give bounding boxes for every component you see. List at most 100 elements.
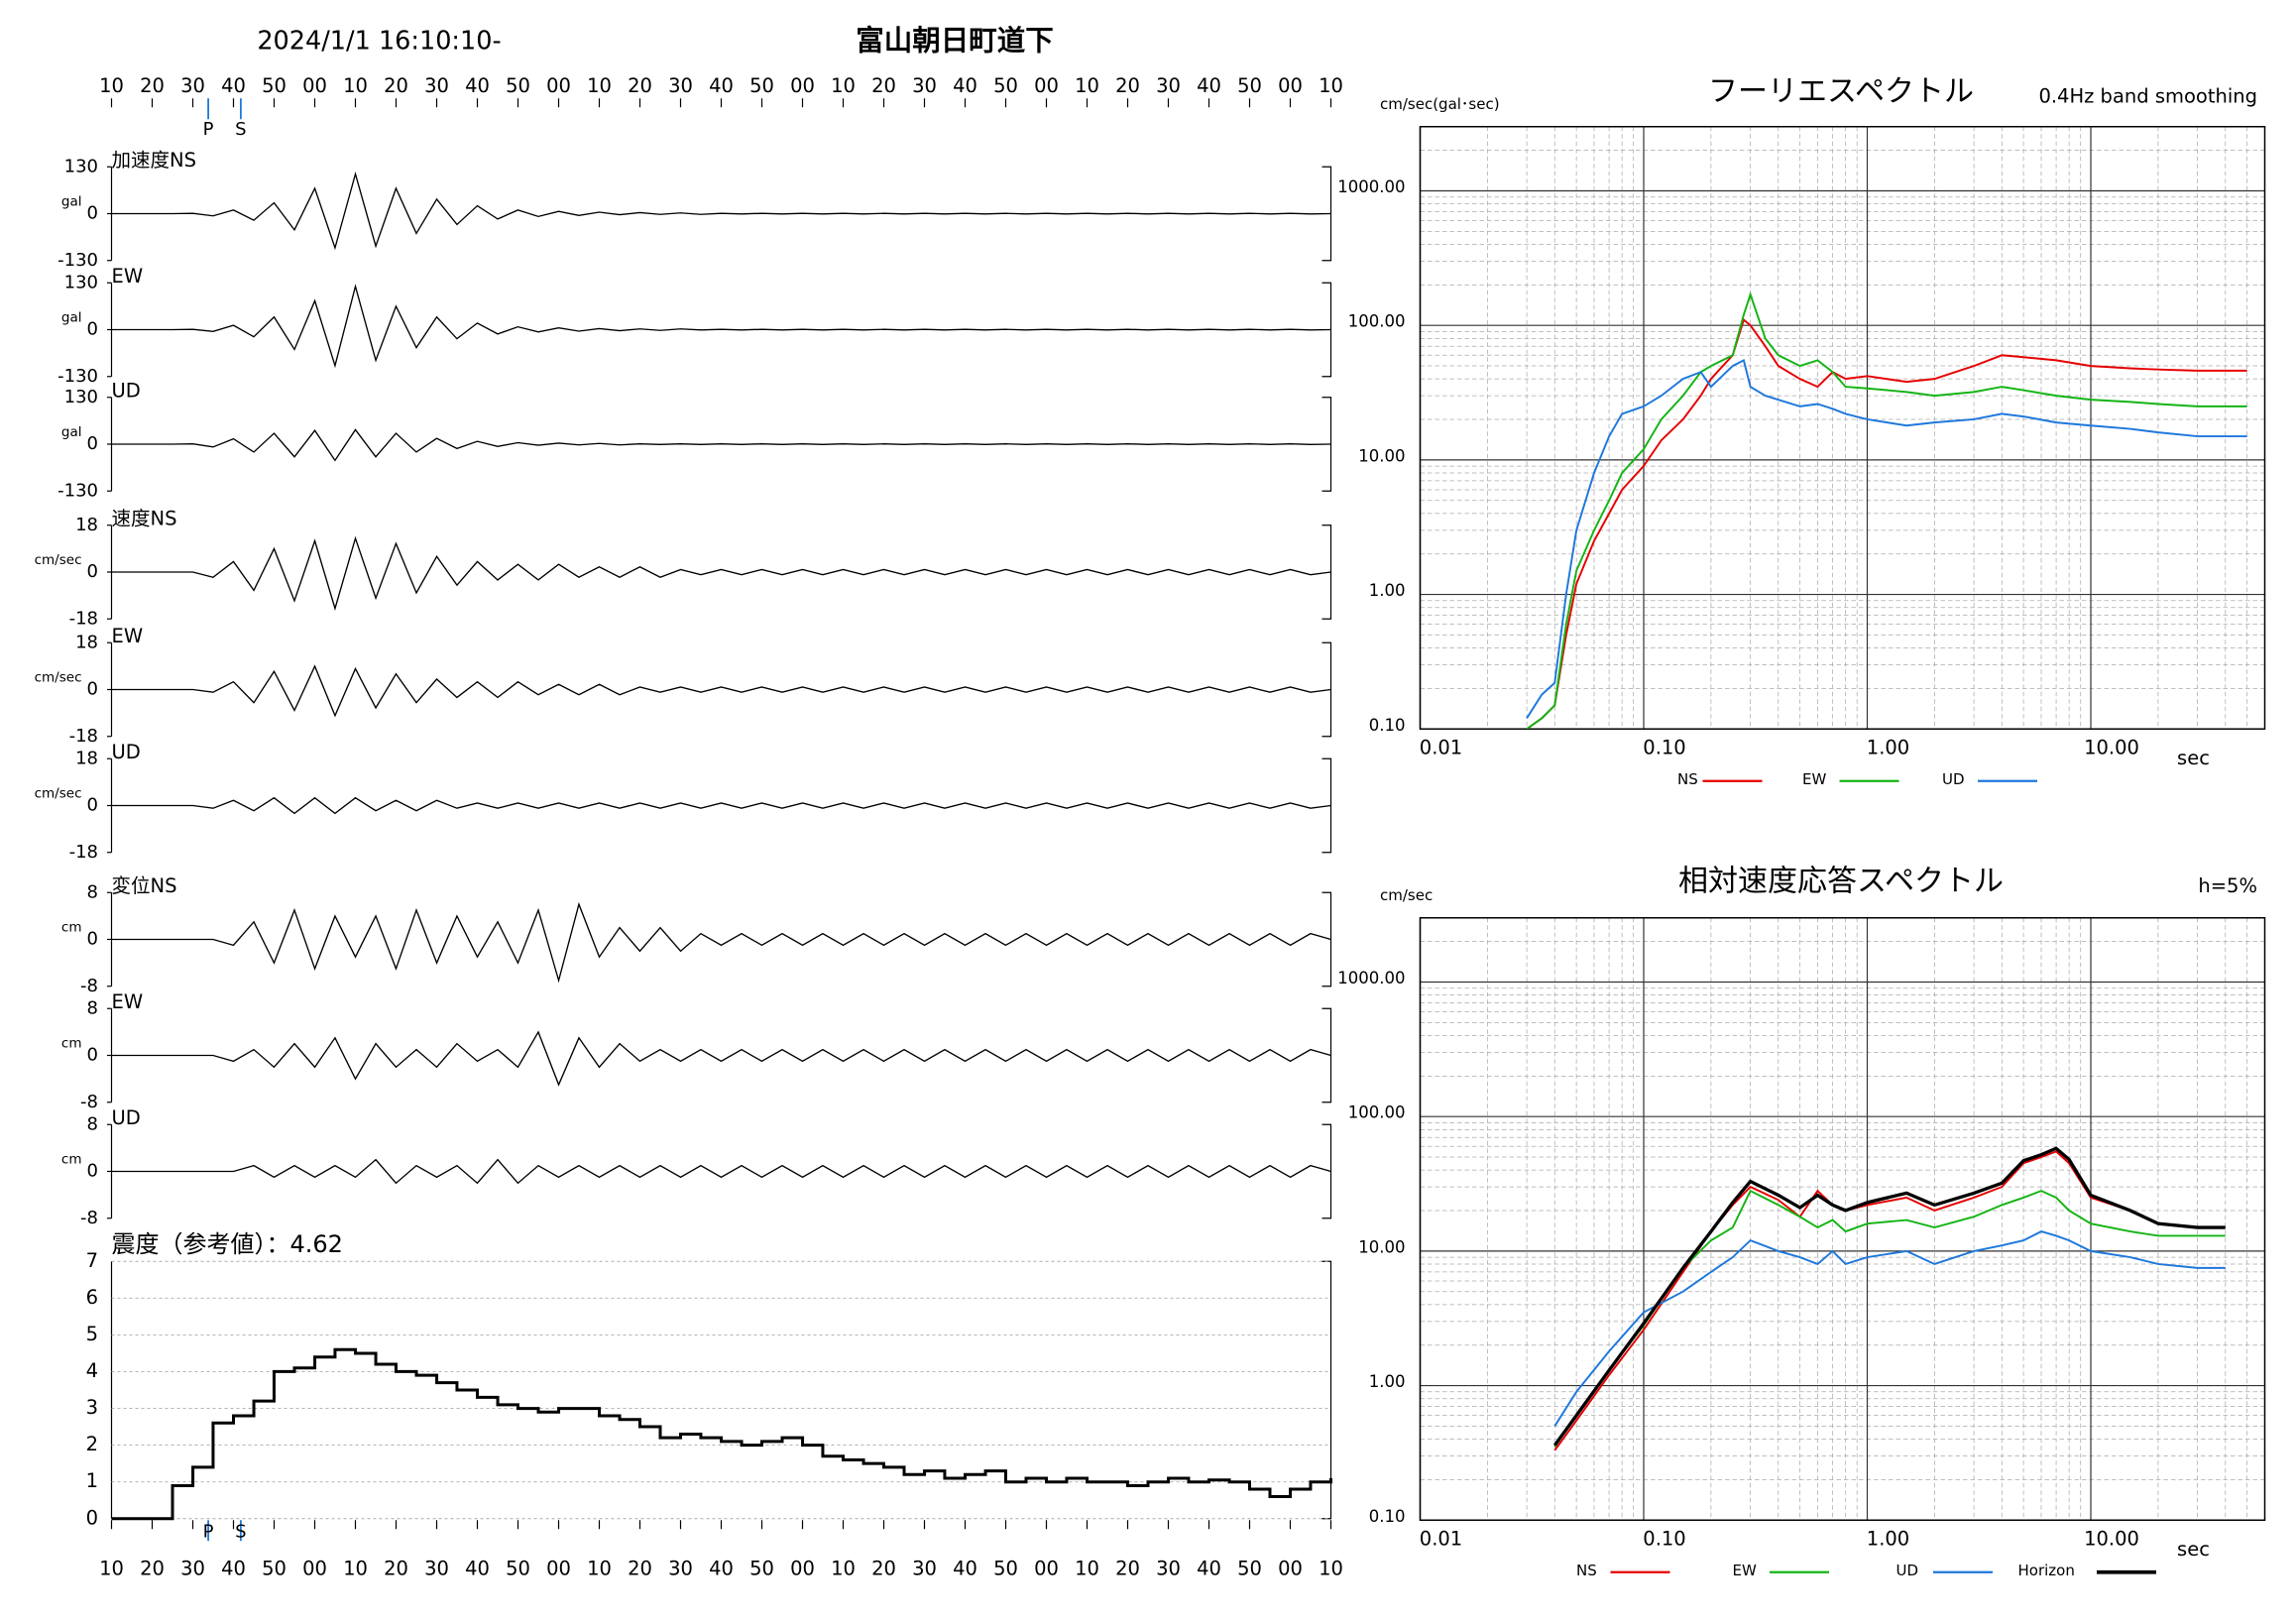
legend-label: Horizon (2018, 1562, 2075, 1579)
time-tick-label: 50 (749, 1557, 774, 1579)
y-tick-label: 8 (87, 881, 98, 902)
panel-unit: cm (61, 1152, 82, 1168)
time-tick-label: 30 (668, 74, 693, 97)
y-tick-label: 0 (87, 433, 98, 454)
time-tick-label: 10 (343, 1557, 368, 1579)
time-tick-label: 40 (953, 74, 977, 97)
spectrum-subtitle: 0.4Hz band smoothing (2038, 84, 2257, 107)
y-tick-label: 0 (87, 679, 98, 700)
time-tick-label: 40 (221, 74, 246, 97)
time-tick-label: 40 (709, 74, 734, 97)
time-tick-label: 40 (953, 1557, 977, 1579)
y-tick-label: -130 (57, 480, 98, 501)
spectrum-line (1526, 290, 2247, 730)
y-tick-label: 8 (87, 1113, 98, 1134)
time-tick-label: 10 (831, 1557, 856, 1579)
time-tick-label: 20 (384, 74, 408, 97)
y-tick-label: -8 (80, 1208, 98, 1228)
time-tick-label: 20 (871, 74, 896, 97)
y-tick-label: 18 (75, 515, 98, 535)
time-tick-label: 40 (709, 1557, 734, 1579)
time-tick-label: 40 (1197, 74, 1221, 97)
time-tick-label: 40 (465, 1557, 490, 1579)
time-tick-label: 20 (1115, 74, 1140, 97)
time-tick-label: 10 (1075, 74, 1099, 97)
time-tick-label: 30 (912, 74, 937, 97)
time-tick-label: 50 (1237, 74, 1262, 97)
panel-unit: cm (61, 920, 82, 936)
time-tick-label: 40 (465, 74, 490, 97)
phase-label: P (203, 119, 214, 140)
spectrum-subtitle: h=5% (2198, 874, 2257, 897)
y-tick-label: 0 (87, 203, 98, 224)
x-axis-label: sec (2177, 1538, 2210, 1561)
datetime: 2024/1/1 16:10:10- (257, 26, 501, 56)
y-tick-label: 3 (86, 1396, 98, 1419)
legend-label: UD (1942, 770, 1965, 788)
waveform (111, 284, 1331, 369)
time-tick-label: 30 (424, 1557, 449, 1579)
panel-label: 速度NS (112, 507, 177, 529)
phase-label: S (235, 119, 246, 140)
y-tick-label: 1 (86, 1469, 98, 1492)
y-tick-label: 2 (86, 1433, 98, 1455)
waveform (111, 1030, 1331, 1087)
x-tick-label: 1.00 (1867, 1527, 1909, 1550)
spectrum-line (1552, 1146, 2226, 1447)
time-tick-label: 10 (1075, 1557, 1099, 1579)
y-tick-label: -130 (57, 366, 98, 387)
time-tick-label: 50 (993, 1557, 1018, 1579)
time-tick-label: 00 (546, 74, 571, 97)
waveform (111, 796, 1331, 815)
y-tick-label: 130 (64, 156, 98, 176)
y-tick-label: 0 (87, 1045, 98, 1066)
time-tick-label: 00 (1034, 74, 1059, 97)
time-tick-label: 50 (506, 1557, 530, 1579)
time-tick-label: 10 (1319, 1557, 1343, 1579)
time-tick-label: 30 (912, 1557, 937, 1579)
time-tick-label: 00 (1034, 1557, 1059, 1579)
time-tick-label: 50 (506, 74, 530, 97)
time-tick-label: 00 (302, 74, 327, 97)
y-tick-label: 0 (87, 561, 98, 582)
y-tick-label: 18 (75, 748, 98, 768)
time-tick-label: 00 (546, 1557, 571, 1579)
y-tick-label: 10.00 (1358, 446, 1405, 465)
y-tick-label: -8 (80, 1092, 98, 1112)
y-axis-label: cm/sec(gal･sec) (1380, 95, 1500, 113)
intensity-line (111, 1347, 1332, 1521)
intensity-title: 震度（参考値）：4.62 (112, 1230, 343, 1258)
y-axis-label: cm/sec (1380, 886, 1433, 904)
panel-unit: gal (61, 424, 82, 440)
y-tick-label: 100.00 (1348, 312, 1406, 331)
time-tick-label: 10 (587, 74, 612, 97)
time-tick-label: 10 (343, 74, 368, 97)
waveform (111, 535, 1331, 612)
legend-label: EW (1802, 770, 1826, 788)
panel-unit: cm/sec (35, 552, 82, 568)
time-tick-label: 20 (871, 1557, 896, 1579)
y-tick-label: 0 (87, 1161, 98, 1182)
time-tick-label: 30 (668, 1557, 693, 1579)
y-tick-label: 1.00 (1369, 581, 1406, 600)
waveform (111, 428, 1331, 462)
x-tick-label: 0.10 (1643, 736, 1685, 758)
time-tick-label: 30 (180, 74, 205, 97)
panel-unit: gal (61, 310, 82, 326)
panel-label: UD (112, 379, 141, 402)
spectrum-title: 相対速度応答スペクトル (1678, 864, 2004, 898)
time-tick-label: 50 (993, 74, 1018, 97)
x-tick-label: 10.00 (2084, 736, 2139, 758)
legend-label: UD (1896, 1562, 1919, 1579)
time-tick-label: 30 (1156, 74, 1181, 97)
time-tick-label: 00 (1278, 1557, 1303, 1579)
y-tick-label: 1000.00 (1337, 177, 1405, 196)
y-tick-label: 0 (87, 929, 98, 950)
y-tick-label: 7 (86, 1249, 98, 1272)
legend-label: EW (1733, 1562, 1757, 1579)
time-tick-label: 30 (424, 74, 449, 97)
legend-label: NS (1677, 770, 1698, 788)
panel-unit: cm (61, 1036, 82, 1052)
time-tick-label: 20 (140, 74, 165, 97)
